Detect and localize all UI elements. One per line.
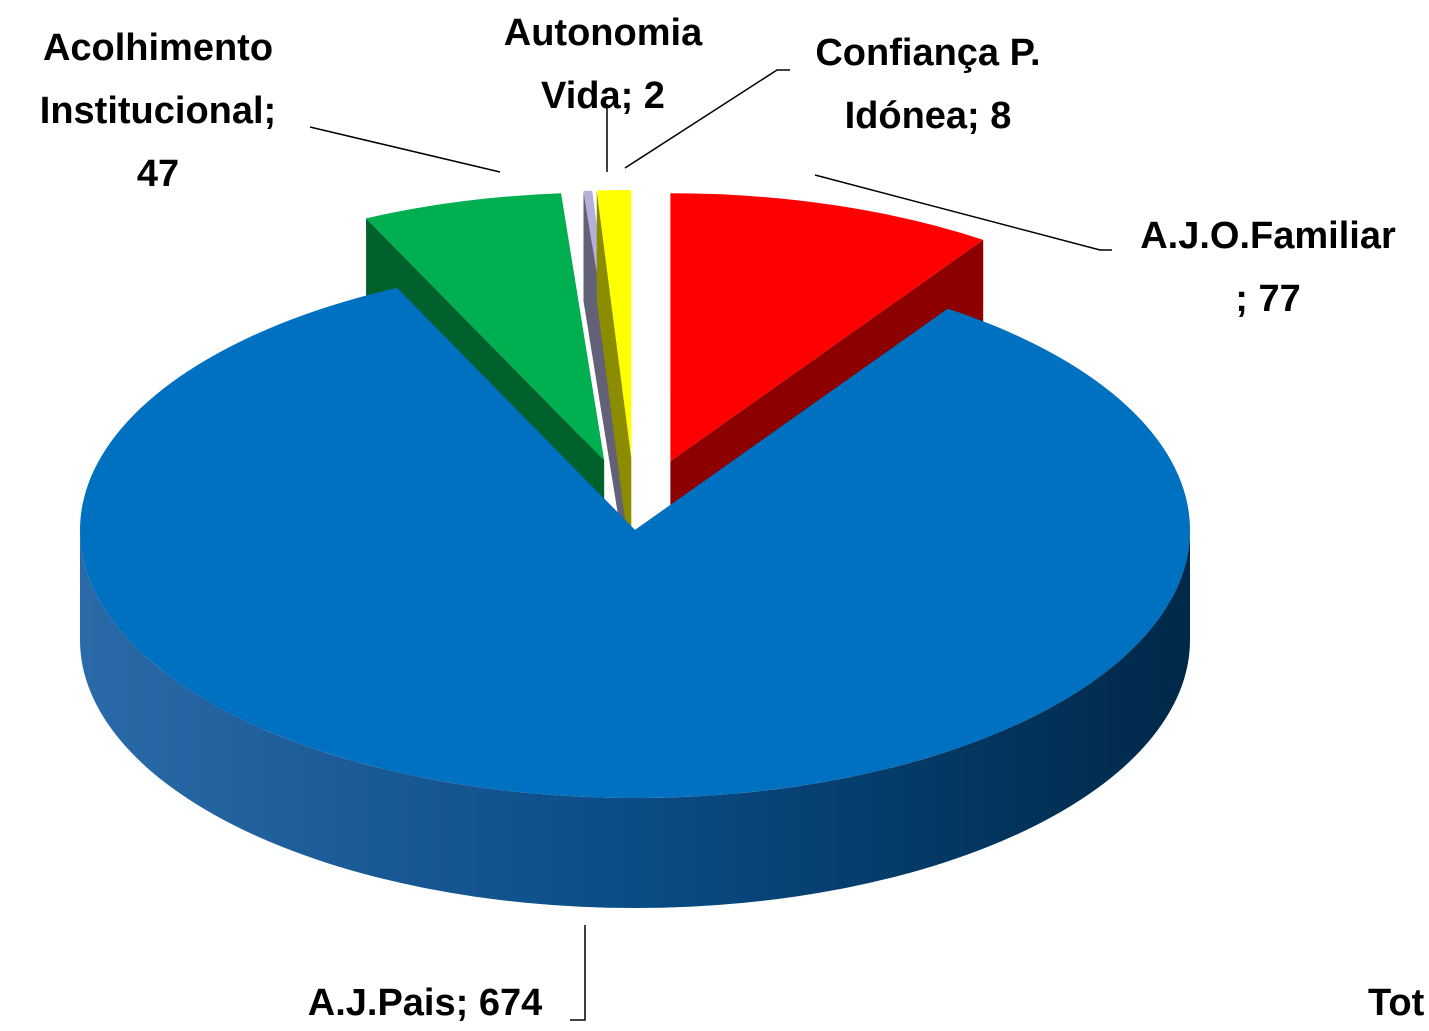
- slice-top: [670, 193, 984, 462]
- data-label: Autonomia Vida; 2: [504, 12, 703, 117]
- data-label: Acolhimento Institucional; 47: [40, 27, 276, 195]
- data-label: Confiança P. Idónea; 8: [815, 32, 1040, 137]
- slice-top: [80, 287, 1190, 798]
- slice-top: [596, 190, 632, 459]
- data-label: A.J.Pais; 674: [308, 982, 542, 1024]
- leader-line: [570, 925, 586, 1021]
- labels: A.J.O.Familiar; 77 A.J.Pais; 674 Acolhimen…: [40, 12, 1396, 1024]
- leader-lines: [309, 69, 1112, 1021]
- leader-line: [309, 126, 501, 173]
- note: Tot: [1368, 982, 1425, 1024]
- slice-wall: [80, 530, 1190, 908]
- slice: [80, 287, 1190, 908]
- slice-top: [366, 193, 605, 461]
- data-label: A.J.O.Familiar; 77: [1140, 215, 1396, 320]
- slice-side: [596, 190, 632, 569]
- slice: [596, 190, 632, 569]
- leader-line: [814, 174, 1112, 251]
- leader-line: [624, 69, 790, 169]
- pie: [80, 190, 1190, 908]
